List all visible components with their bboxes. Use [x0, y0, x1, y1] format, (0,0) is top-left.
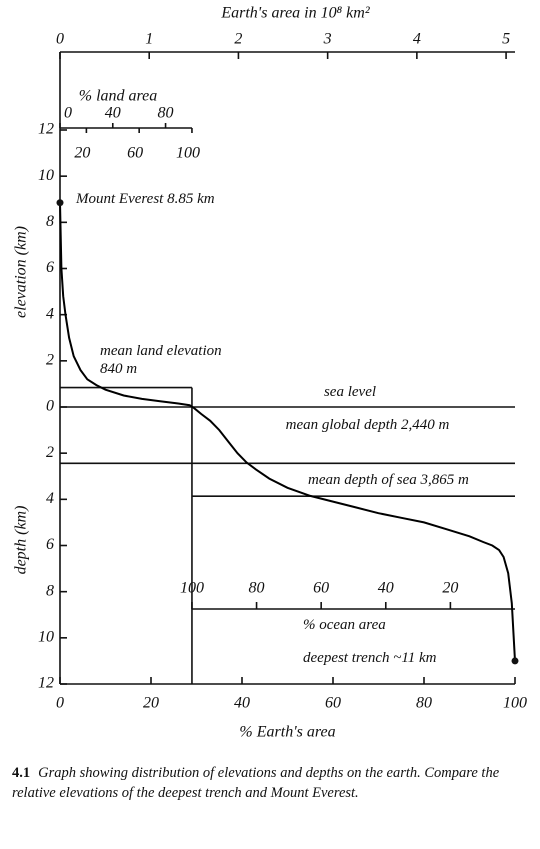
land-tick-label: 20	[74, 145, 90, 162]
x-tick-label: 40	[234, 695, 250, 712]
caption: 4.1 Graph showing distribution of elevati…	[12, 763, 527, 803]
ocean-tick-label: 40	[378, 580, 394, 597]
reference-label: mean depth of sea 3,865 m	[308, 472, 469, 488]
point-label: deepest trench ~11 km	[303, 650, 437, 666]
point	[56, 199, 64, 207]
x-tick-label: 0	[56, 695, 64, 712]
land-tick-label: 60	[127, 145, 143, 162]
y-tick-label: 10	[38, 167, 54, 184]
land-tick-label: 0	[64, 105, 72, 122]
hypsometric-curve	[59, 202, 516, 661]
x-tick-label: 80	[416, 695, 432, 712]
land-tick-label: 40	[105, 105, 121, 122]
y-tick-label: 8	[46, 213, 54, 230]
y-tick-label: 6	[46, 259, 54, 276]
x-tick-label: 100	[503, 695, 527, 712]
ocean-tick-label: 80	[249, 580, 265, 597]
land-tick-label: 80	[158, 105, 174, 122]
point-label: Mount Everest 8.85 km	[76, 191, 215, 207]
y-axis-title-lower: depth (km)	[13, 506, 30, 575]
y-axis-title: elevation (km)	[13, 226, 30, 318]
y-tick-label: 2	[46, 352, 54, 369]
y-tick-label: 6	[46, 536, 54, 553]
y-tick-label: 12	[38, 121, 54, 138]
ocean-tick-label: 60	[313, 580, 329, 597]
ocean-tick-label: 20	[442, 580, 458, 597]
ocean-tick-label: 100	[180, 580, 204, 597]
y-tick-label: 2	[46, 444, 54, 461]
y-tick-label: 12	[38, 675, 54, 692]
x-axis-title: % Earth's area	[239, 724, 335, 741]
land-axis-title: % land area	[79, 88, 158, 105]
y-tick-label: 8	[46, 582, 54, 599]
reference-label: mean land elevation 840 m	[100, 343, 222, 377]
ocean-axis-title: % ocean area	[303, 617, 386, 633]
point	[511, 657, 519, 665]
top-tick-label: 4	[413, 31, 421, 48]
reference-label: sea level	[323, 384, 377, 400]
y-tick-label: 4	[46, 490, 54, 507]
land-tick-label: 100	[176, 145, 200, 162]
y-tick-label: 4	[46, 305, 54, 322]
x-tick-label: 60	[325, 695, 341, 712]
caption-text: Graph showing distribution of elevations…	[12, 765, 500, 801]
y-tick-label: 10	[38, 629, 54, 646]
reference-label: mean global depth 2,440 m	[285, 417, 450, 433]
top-tick-label: 2	[234, 31, 242, 48]
top-axis-title: Earth's area in 10⁸ km²	[220, 5, 370, 22]
x-tick-label: 20	[143, 695, 159, 712]
top-tick-label: 1	[145, 31, 153, 48]
top-tick-label: 5	[502, 31, 510, 48]
y-tick-label: 0	[46, 398, 54, 415]
chart: 0 20 40 60 80 100% Earth's area12108642024681…	[13, 5, 527, 741]
caption-number: 4.1	[12, 765, 31, 781]
top-tick-label: 0	[56, 31, 64, 48]
top-tick-label: 3	[323, 31, 332, 48]
